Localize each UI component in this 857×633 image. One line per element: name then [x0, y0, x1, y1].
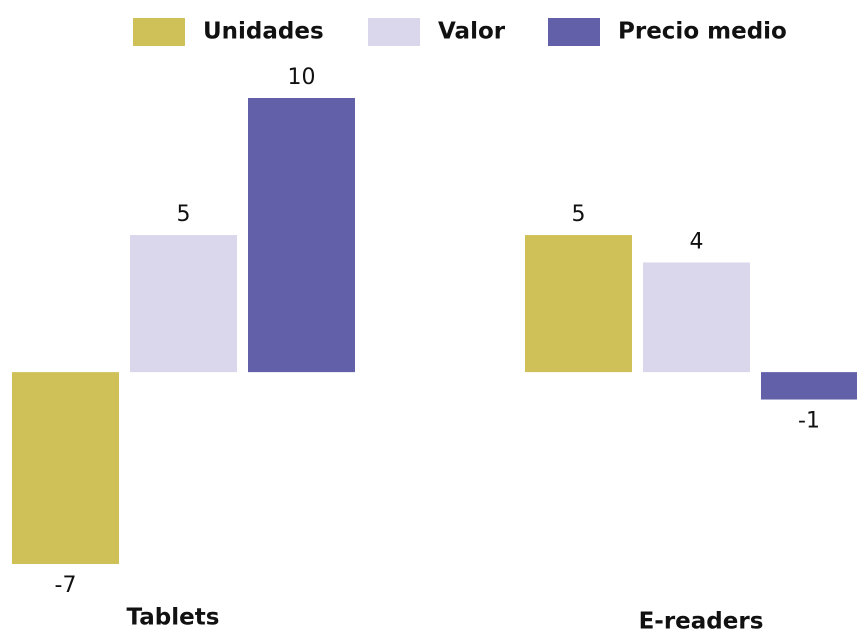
value-label: -7 [55, 573, 77, 598]
legend-label: Unidades [203, 19, 324, 45]
bar [130, 235, 237, 373]
value-label: -1 [798, 409, 820, 434]
value-label: 10 [288, 65, 316, 90]
value-label: 5 [177, 202, 191, 227]
legend-swatch [548, 18, 600, 46]
value-label: 5 [572, 202, 586, 227]
bar [12, 372, 119, 564]
category-label: E-readers [639, 609, 764, 633]
legend-label: Precio medio [618, 19, 787, 45]
bar [248, 98, 355, 373]
bar [761, 372, 857, 400]
legend-swatch [368, 18, 420, 46]
legend-swatch [133, 18, 185, 46]
value-label: 4 [690, 229, 704, 254]
category-label: Tablets [127, 605, 220, 631]
bar [643, 262, 750, 373]
bar [525, 235, 632, 373]
legend-label: Valor [438, 19, 506, 45]
